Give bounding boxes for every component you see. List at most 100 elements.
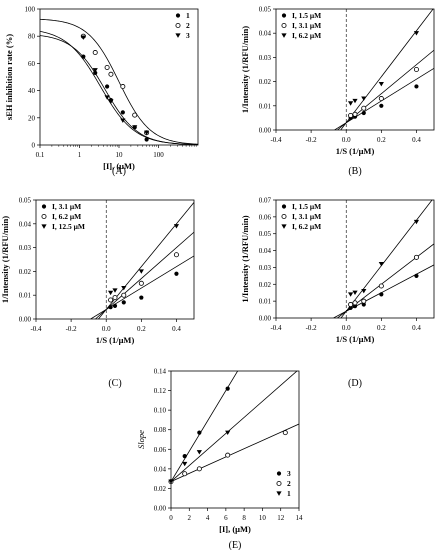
fit-line-series-3 bbox=[171, 371, 298, 482]
panel-label: (D) bbox=[348, 378, 362, 389]
panel-d: -0.4 -0.2 0.0 0.2 0.4 0.00 0.01 0.02 0.03 0.04 0.0… bbox=[240, 197, 435, 389]
x-tick-label: 10 bbox=[116, 151, 124, 159]
y-tick-label: 20 bbox=[28, 114, 36, 122]
fit-line-series-1 bbox=[334, 67, 434, 130]
x-tick-label: 0.0 bbox=[342, 136, 351, 144]
data-point-series-2 bbox=[413, 67, 419, 73]
data-point-series-2 bbox=[413, 254, 419, 260]
data-point-series-2 bbox=[92, 50, 98, 56]
legend-label: I, 3.1 μM bbox=[52, 202, 81, 211]
y-axis-label: sEH inhibition rate (%) bbox=[4, 34, 14, 120]
legend-label: 2 bbox=[287, 479, 291, 488]
y-tick-label: 0.02 bbox=[259, 281, 272, 289]
plot-frame bbox=[35, 199, 195, 320]
data-point-series-2 bbox=[196, 466, 202, 472]
x-tick-label: 100 bbox=[153, 151, 164, 159]
x-tick-label: 4 bbox=[206, 514, 210, 522]
legend-label: I, 12.5 μM bbox=[52, 222, 85, 231]
data-point-series-3 bbox=[413, 219, 420, 225]
data-point-series-2 bbox=[348, 302, 354, 308]
data-point-series-1 bbox=[144, 137, 149, 142]
data-point-series-3 bbox=[378, 81, 384, 87]
data-point-series-3 bbox=[413, 31, 420, 36]
data-point-series-3 bbox=[196, 450, 202, 455]
data-point-series-2 bbox=[112, 295, 118, 301]
x-tick-label: 0.4 bbox=[412, 324, 421, 332]
data-point-series-3 bbox=[132, 125, 138, 130]
data-point-series-2 bbox=[132, 112, 138, 118]
y-tick-label: 0.00 bbox=[259, 315, 272, 323]
legend-marker-3 bbox=[281, 224, 287, 229]
legend-marker-2 bbox=[276, 480, 282, 486]
legend-label: I, 1.5 μM bbox=[292, 202, 321, 211]
data-point-series-1 bbox=[225, 386, 230, 391]
legend-marker-2 bbox=[175, 22, 181, 28]
data-point-series-3 bbox=[108, 99, 114, 104]
x-axis-label: [I], (μM) bbox=[219, 524, 251, 534]
data-point-series-2 bbox=[352, 300, 358, 306]
y-tick-label: 0.00 bbox=[259, 127, 272, 135]
x-tick-label: 0.1 bbox=[36, 151, 45, 159]
panel-c: -0.4 -0.2 0.0 0.2 0.4 0.00 0.01 0.02 0.03 0.04 0.0… bbox=[0, 197, 195, 389]
fit-line-series-1 bbox=[171, 371, 239, 482]
legend: I, 3.1 μMI, 6.2 μMI, 12.5 μM bbox=[41, 202, 85, 231]
fit-curve-series-1 bbox=[40, 35, 198, 145]
data-point-series-3 bbox=[348, 292, 354, 297]
panel-label: (A) bbox=[112, 166, 126, 177]
x-axis-label: 1/S (1/μM) bbox=[336, 146, 375, 156]
legend-marker-2 bbox=[281, 22, 287, 28]
x-tick-label: -0.4 bbox=[30, 325, 42, 333]
fit-line-series-1 bbox=[333, 264, 434, 318]
fit-lines bbox=[40, 18, 198, 145]
data-point-series-3 bbox=[352, 98, 358, 104]
data-point-series-1 bbox=[139, 295, 144, 300]
y-tick-label: 0.01 bbox=[259, 102, 272, 110]
x-tick-label: 0.0 bbox=[342, 324, 351, 332]
legend-marker-3 bbox=[281, 33, 287, 38]
data-points bbox=[80, 33, 150, 142]
x-tick-label: 10 bbox=[259, 514, 267, 522]
x-tick-label: 1 bbox=[78, 151, 82, 159]
fit-line-series-3 bbox=[340, 9, 434, 130]
fit-line-series-2 bbox=[171, 423, 299, 482]
data-point-series-3 bbox=[108, 290, 114, 296]
y-tick-label: 40 bbox=[28, 87, 36, 95]
x-tick-label: 0.2 bbox=[137, 325, 146, 333]
legend: 123 bbox=[175, 11, 190, 40]
plot-frame bbox=[275, 199, 435, 319]
data-point-series-1 bbox=[112, 303, 118, 309]
y-tick-label: 0.02 bbox=[259, 78, 272, 86]
x-tick-label: 12 bbox=[277, 514, 285, 522]
panel-b: -0.4 -0.2 0.0 0.2 0.4 0.00 0.01 0.02 0.03 0.04 0.0… bbox=[240, 6, 435, 177]
data-point-series-1 bbox=[414, 84, 419, 89]
data-point-series-3 bbox=[361, 288, 367, 294]
plot-frame bbox=[275, 8, 435, 131]
data-point-series-2 bbox=[173, 252, 179, 258]
y-tick-label: 0.03 bbox=[259, 264, 272, 272]
data-point-series-2 bbox=[378, 283, 384, 289]
y-tick-label: 0.03 bbox=[19, 244, 32, 252]
data-point-series-3 bbox=[361, 96, 367, 101]
legend-marker-1 bbox=[175, 13, 181, 18]
data-point-series-3 bbox=[348, 101, 354, 106]
data-point-series-1 bbox=[379, 292, 384, 297]
legend-marker-1 bbox=[276, 471, 282, 476]
y-tick-label: 0.00 bbox=[19, 316, 32, 324]
y-tick-label: 0.01 bbox=[259, 298, 272, 306]
y-tick-label: 0.01 bbox=[19, 292, 32, 300]
data-point-series-1 bbox=[352, 304, 358, 309]
x-tick-label: -0.4 bbox=[270, 324, 282, 332]
data-point-series-3 bbox=[168, 479, 174, 484]
legend-label: I, 1.5 μM bbox=[292, 11, 321, 20]
legend: I, 1.5 μMI, 3.1 μMI, 6.2 μM bbox=[281, 202, 321, 231]
data-points bbox=[348, 31, 420, 120]
legend-marker-2 bbox=[281, 213, 287, 219]
data-point-series-3 bbox=[225, 430, 231, 435]
data-point-series-2 bbox=[378, 96, 384, 102]
data-point-series-3 bbox=[144, 130, 150, 136]
data-point-series-1 bbox=[105, 84, 110, 89]
data-point-series-3 bbox=[121, 285, 127, 291]
data-point-series-2 bbox=[348, 112, 354, 118]
y-tick-label: 0.12 bbox=[154, 387, 167, 395]
data-point-series-1 bbox=[414, 273, 419, 278]
